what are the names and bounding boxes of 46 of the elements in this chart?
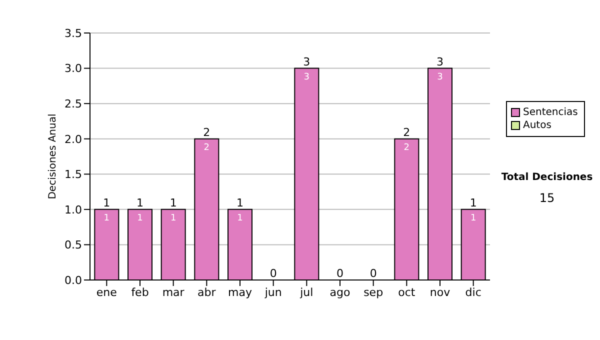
y-tick-label: 3.0 xyxy=(64,62,82,76)
y-tick-label: 3.5 xyxy=(64,26,82,40)
total-label: 1 xyxy=(136,196,144,210)
x-tick-label: oct xyxy=(398,286,416,299)
x-tick-label: dic xyxy=(465,286,482,299)
x-tick-label: may xyxy=(228,286,252,299)
data-label: 1 xyxy=(170,213,176,224)
legend-label: Autos xyxy=(523,119,552,132)
data-label: 3 xyxy=(437,72,443,82)
x-tick-label: abr xyxy=(198,286,216,299)
data-label: 1 xyxy=(470,213,476,224)
total-label: 0 xyxy=(270,267,277,280)
x-tick-label: ene xyxy=(96,286,118,299)
x-tick-label: sep xyxy=(364,286,384,299)
y-tick-label: 0.0 xyxy=(64,274,82,287)
total-label: 1 xyxy=(236,196,244,210)
y-tick-label: 2.0 xyxy=(64,132,82,146)
total-label: 1 xyxy=(170,196,177,210)
y-tick-label: 2.5 xyxy=(64,97,82,110)
text: 15 xyxy=(538,191,556,205)
text: Total Decisiones xyxy=(500,172,594,183)
y-tick-label: 1.0 xyxy=(64,203,82,216)
legend-label: Sentencias xyxy=(523,106,578,119)
data-label: 2 xyxy=(204,142,210,153)
data-label: 1 xyxy=(137,213,143,224)
total-label: 3 xyxy=(436,55,444,68)
x-tick-label: ago xyxy=(330,286,350,299)
total-label: 1 xyxy=(103,196,110,210)
data-label: 1 xyxy=(237,213,243,224)
total-label: 0 xyxy=(370,267,377,280)
x-tick-label: mar xyxy=(162,286,185,299)
data-label: 1 xyxy=(104,213,110,224)
y-axis-title: Decisiones Anual xyxy=(48,114,59,200)
data-label: 2 xyxy=(404,142,410,153)
x-tick-label: feb xyxy=(131,286,149,299)
data-label: 3 xyxy=(304,72,310,82)
y-tick-label: 1.5 xyxy=(64,168,82,182)
total-label: 0 xyxy=(336,267,344,280)
x-tick-label: jun xyxy=(264,286,282,299)
total-label: 2 xyxy=(203,126,210,139)
x-tick-label: jul xyxy=(299,286,314,299)
total-label: 3 xyxy=(303,55,310,68)
total-label: 1 xyxy=(470,196,477,210)
x-tick-label: nov xyxy=(430,286,451,299)
total-label: 2 xyxy=(403,126,410,139)
y-tick-label: 0.5 xyxy=(64,238,82,252)
